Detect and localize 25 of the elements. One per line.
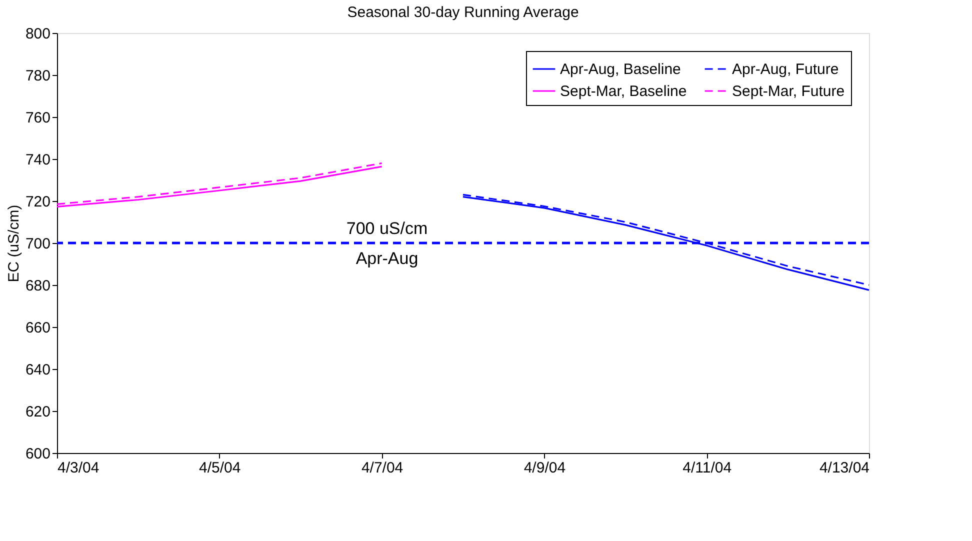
legend-label: Apr-Aug, Baseline xyxy=(560,61,681,78)
annotation: Apr-Aug xyxy=(356,249,418,268)
x-tick-label: 4/3/04 xyxy=(58,460,100,476)
y-tick-label: 640 xyxy=(25,362,50,378)
y-tick-label: 780 xyxy=(25,68,50,84)
x-tick-label: 4/9/04 xyxy=(524,460,566,476)
x-tick-label: 4/11/04 xyxy=(682,460,732,476)
y-tick-label: 600 xyxy=(25,446,50,462)
y-tick-label: 700 xyxy=(25,236,50,252)
y-tick-label: 720 xyxy=(25,194,50,210)
y-tick-label: 740 xyxy=(25,152,50,168)
y-tick-label: 660 xyxy=(25,320,50,336)
ref-line-label: 700 uS/cm xyxy=(346,219,428,238)
y-tick-label: 620 xyxy=(25,404,50,420)
x-tick-label: 4/5/04 xyxy=(199,460,241,476)
legend-label: Apr-Aug, Future xyxy=(732,61,839,78)
legend-label: Sept-Mar, Baseline xyxy=(560,83,687,100)
x-tick-label: 4/13/04 xyxy=(819,460,870,476)
legend-label: Sept-Mar, Future xyxy=(732,83,845,100)
y-tick-label: 680 xyxy=(25,278,50,294)
y-tick-label: 800 xyxy=(25,26,50,42)
x-tick-label: 4/7/04 xyxy=(361,460,404,476)
y-tick-label: 760 xyxy=(25,110,50,126)
chart-title: Seasonal 30-day Running Average xyxy=(347,4,579,21)
y-axis-title: EC (uS/cm) xyxy=(5,204,22,282)
